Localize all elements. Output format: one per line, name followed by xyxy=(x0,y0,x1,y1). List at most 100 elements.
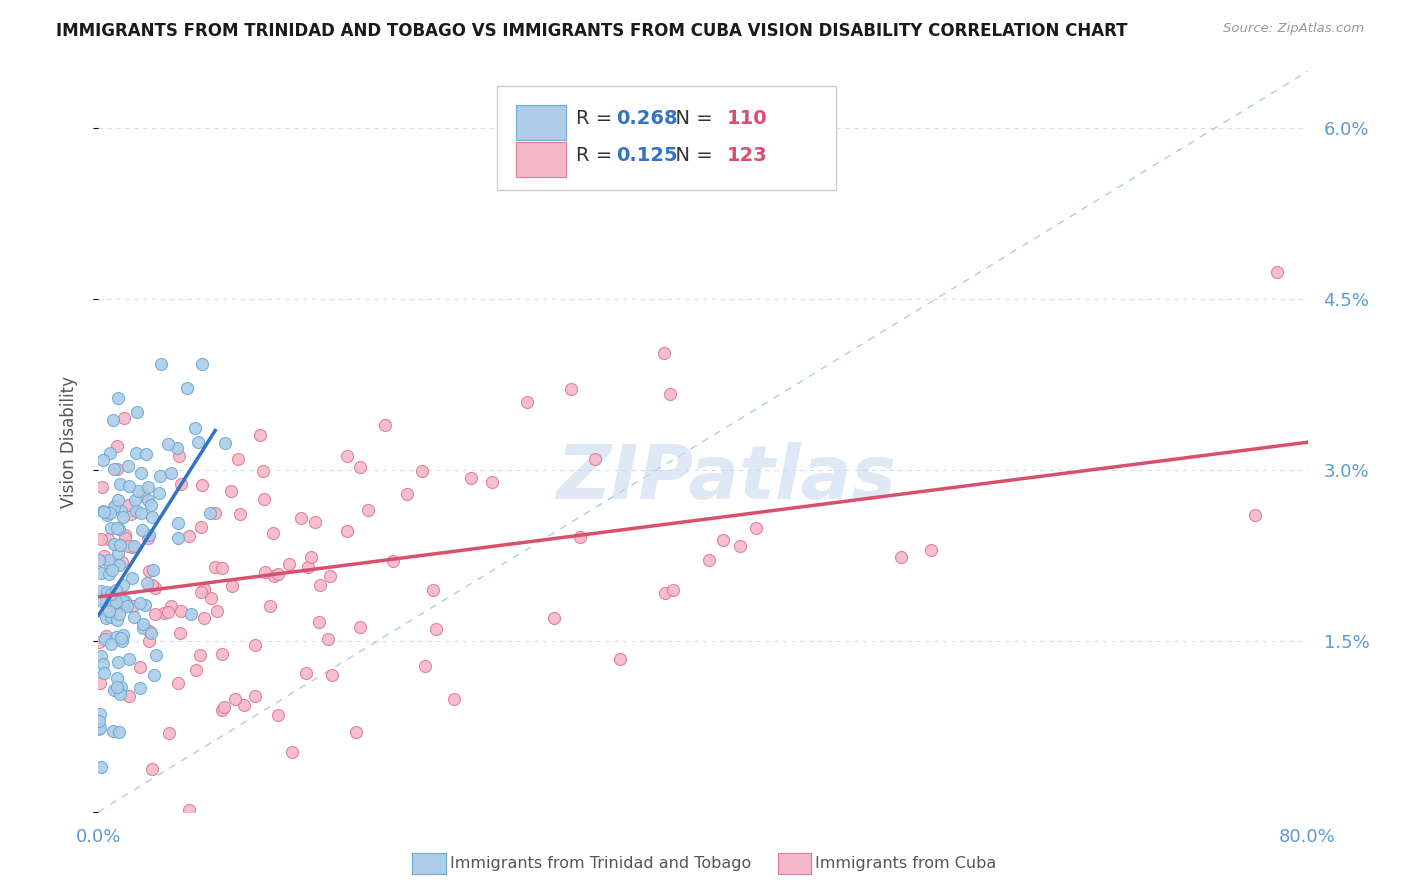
Point xyxy=(141,498,163,512)
Text: 0.125: 0.125 xyxy=(616,145,678,164)
Point xyxy=(94,628,117,642)
Point xyxy=(117,458,139,473)
Point xyxy=(104,499,127,513)
Point xyxy=(98,566,121,581)
Text: 123: 123 xyxy=(727,145,768,164)
Text: R =: R = xyxy=(576,109,619,128)
Point xyxy=(103,500,125,514)
Point xyxy=(107,493,129,508)
Point xyxy=(170,604,193,618)
Text: N =: N = xyxy=(664,145,718,164)
Point xyxy=(308,577,330,591)
Point xyxy=(129,466,152,480)
Point xyxy=(110,680,132,694)
Point xyxy=(118,652,141,666)
Point xyxy=(100,598,122,612)
Point xyxy=(395,487,418,501)
Point xyxy=(583,452,606,467)
Point xyxy=(205,604,228,618)
Point xyxy=(149,469,172,483)
Point xyxy=(148,486,170,500)
Point xyxy=(319,568,342,582)
Point xyxy=(90,593,112,607)
Point xyxy=(135,447,157,461)
Point xyxy=(308,615,330,629)
Point xyxy=(90,566,112,580)
Point xyxy=(93,549,115,563)
Point xyxy=(107,391,129,405)
Point xyxy=(127,484,149,499)
Point xyxy=(103,537,125,551)
Point xyxy=(125,446,148,460)
Point xyxy=(132,617,155,632)
Point xyxy=(252,464,274,478)
Point xyxy=(193,611,215,625)
Point xyxy=(91,504,114,518)
Point xyxy=(108,538,131,552)
Point xyxy=(105,461,128,475)
Point xyxy=(232,698,254,713)
Point xyxy=(204,560,226,574)
Point xyxy=(267,566,290,581)
Text: 110: 110 xyxy=(727,109,768,128)
Point xyxy=(101,723,124,738)
Point xyxy=(136,575,159,590)
Point xyxy=(90,760,112,774)
Point xyxy=(262,525,284,540)
Point xyxy=(87,635,110,649)
Point xyxy=(134,598,156,612)
Point xyxy=(114,594,136,608)
Point xyxy=(108,476,131,491)
Point xyxy=(297,560,319,574)
Point xyxy=(94,594,117,608)
Point xyxy=(190,585,212,599)
Point xyxy=(89,553,111,567)
Point xyxy=(132,622,155,636)
Point xyxy=(156,605,179,619)
Point xyxy=(160,599,183,613)
Point xyxy=(94,596,117,610)
Point xyxy=(336,524,359,539)
Point xyxy=(249,427,271,442)
Point xyxy=(100,637,122,651)
Point xyxy=(96,532,118,546)
Point xyxy=(100,587,122,601)
Point xyxy=(166,442,188,456)
Point xyxy=(122,610,145,624)
Point xyxy=(98,604,121,618)
Text: Immigrants from Cuba: Immigrants from Cuba xyxy=(815,856,997,871)
Point xyxy=(167,516,190,530)
Text: 0.268: 0.268 xyxy=(616,109,678,128)
Point xyxy=(560,382,582,396)
Point xyxy=(169,625,191,640)
Point xyxy=(190,520,212,534)
Point xyxy=(214,435,236,450)
Point xyxy=(143,607,166,621)
Point xyxy=(132,485,155,500)
Point xyxy=(728,539,751,553)
Point xyxy=(129,506,152,520)
Point xyxy=(105,671,128,685)
Point xyxy=(122,599,145,613)
Point xyxy=(198,506,221,520)
Point xyxy=(103,462,125,476)
Point xyxy=(129,660,152,674)
Point xyxy=(193,582,215,596)
Point xyxy=(121,540,143,554)
Point xyxy=(125,405,148,419)
Point xyxy=(349,620,371,634)
Text: IMMIGRANTS FROM TRINIDAD AND TOBAGO VS IMMIGRANTS FROM CUBA VISION DISABILITY CO: IMMIGRANTS FROM TRINIDAD AND TOBAGO VS I… xyxy=(56,22,1128,40)
Point xyxy=(1267,265,1289,279)
Point xyxy=(100,609,122,624)
Point xyxy=(221,484,243,499)
Point xyxy=(357,502,380,516)
Point xyxy=(156,437,179,451)
Point xyxy=(460,471,482,485)
Point xyxy=(374,418,396,433)
Point xyxy=(93,665,115,680)
Point xyxy=(115,599,138,613)
Point xyxy=(425,622,447,636)
Point xyxy=(443,691,465,706)
Point xyxy=(252,491,274,506)
Point xyxy=(136,532,159,546)
